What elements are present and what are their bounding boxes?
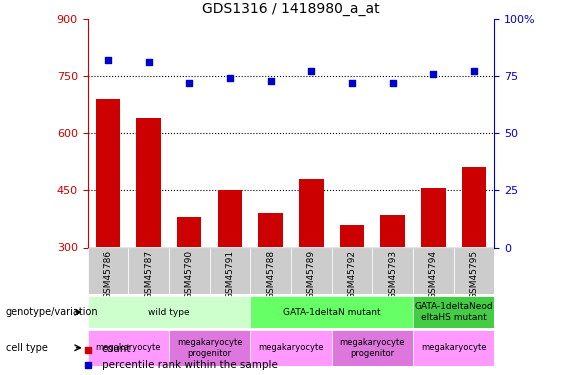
- Text: GATA-1deltaN mutant: GATA-1deltaN mutant: [283, 308, 380, 316]
- Point: [388, 80, 397, 86]
- FancyBboxPatch shape: [291, 248, 332, 294]
- Bar: [177, 217, 202, 248]
- FancyBboxPatch shape: [413, 330, 494, 366]
- Text: count: count: [102, 345, 131, 354]
- Bar: [258, 213, 283, 248]
- Point: [144, 59, 153, 65]
- Text: GSM45795: GSM45795: [470, 250, 479, 299]
- Text: megakaryocyte: megakaryocyte: [258, 344, 324, 352]
- Text: GSM45791: GSM45791: [225, 250, 234, 299]
- FancyBboxPatch shape: [372, 248, 413, 294]
- Text: GSM45794: GSM45794: [429, 250, 438, 299]
- FancyBboxPatch shape: [88, 330, 169, 366]
- Bar: [218, 190, 242, 248]
- Point: [429, 70, 438, 76]
- FancyBboxPatch shape: [128, 248, 169, 294]
- Text: percentile rank within the sample: percentile rank within the sample: [102, 360, 277, 369]
- FancyBboxPatch shape: [332, 330, 413, 366]
- Title: GDS1316 / 1418980_a_at: GDS1316 / 1418980_a_at: [202, 2, 380, 16]
- FancyBboxPatch shape: [169, 248, 210, 294]
- Text: GSM45792: GSM45792: [347, 250, 357, 299]
- Text: wild type: wild type: [148, 308, 190, 316]
- Point: [103, 57, 112, 63]
- Bar: [136, 118, 161, 248]
- Text: genotype/variation: genotype/variation: [6, 307, 98, 317]
- Text: megakaryocyte: megakaryocyte: [95, 344, 161, 352]
- Point: [225, 75, 234, 81]
- Text: megakaryocyte: megakaryocyte: [421, 344, 486, 352]
- Bar: [421, 188, 446, 248]
- Text: cell type: cell type: [6, 343, 47, 353]
- FancyBboxPatch shape: [332, 248, 372, 294]
- Bar: [95, 99, 120, 248]
- Point: [347, 80, 357, 86]
- FancyBboxPatch shape: [413, 296, 494, 328]
- Text: GATA-1deltaNeod
eltaHS mutant: GATA-1deltaNeod eltaHS mutant: [414, 303, 493, 322]
- Bar: [299, 179, 324, 248]
- Text: megakaryocyte
progenitor: megakaryocyte progenitor: [340, 338, 405, 357]
- Point: [307, 68, 316, 74]
- Point: [266, 78, 275, 84]
- Point: [470, 68, 479, 74]
- FancyBboxPatch shape: [454, 248, 494, 294]
- Text: GSM45788: GSM45788: [266, 250, 275, 299]
- Bar: [380, 215, 405, 248]
- FancyBboxPatch shape: [250, 330, 332, 366]
- Text: GSM45786: GSM45786: [103, 250, 112, 299]
- FancyBboxPatch shape: [250, 296, 413, 328]
- Bar: [462, 167, 486, 248]
- Point: [185, 80, 194, 86]
- FancyBboxPatch shape: [250, 248, 291, 294]
- FancyBboxPatch shape: [88, 296, 250, 328]
- Text: GSM45787: GSM45787: [144, 250, 153, 299]
- FancyBboxPatch shape: [210, 248, 250, 294]
- Text: GSM45793: GSM45793: [388, 250, 397, 299]
- Text: GSM45790: GSM45790: [185, 250, 194, 299]
- FancyBboxPatch shape: [169, 330, 250, 366]
- FancyBboxPatch shape: [413, 248, 454, 294]
- Text: megakaryocyte
progenitor: megakaryocyte progenitor: [177, 338, 242, 357]
- Text: GSM45789: GSM45789: [307, 250, 316, 299]
- Bar: [340, 225, 364, 248]
- FancyBboxPatch shape: [88, 248, 128, 294]
